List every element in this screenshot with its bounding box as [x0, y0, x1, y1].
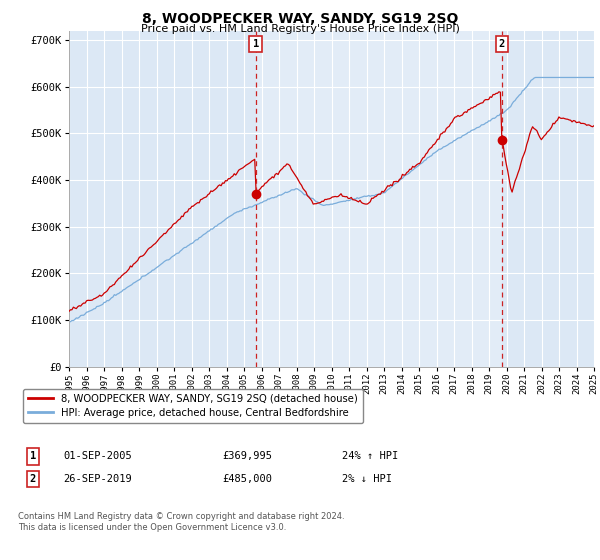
- Text: £369,995: £369,995: [222, 451, 272, 461]
- Text: 24% ↑ HPI: 24% ↑ HPI: [342, 451, 398, 461]
- Text: 26-SEP-2019: 26-SEP-2019: [63, 474, 132, 484]
- Text: 2% ↓ HPI: 2% ↓ HPI: [342, 474, 392, 484]
- Text: 1: 1: [253, 39, 259, 49]
- Text: Contains HM Land Registry data © Crown copyright and database right 2024.
This d: Contains HM Land Registry data © Crown c…: [18, 512, 344, 532]
- Text: 2: 2: [499, 39, 505, 49]
- Text: 01-SEP-2005: 01-SEP-2005: [63, 451, 132, 461]
- Text: 1: 1: [30, 451, 36, 461]
- Text: 8, WOODPECKER WAY, SANDY, SG19 2SQ: 8, WOODPECKER WAY, SANDY, SG19 2SQ: [142, 12, 458, 26]
- Bar: [256, 31, 502, 367]
- Text: Price paid vs. HM Land Registry's House Price Index (HPI): Price paid vs. HM Land Registry's House …: [140, 24, 460, 34]
- Text: £485,000: £485,000: [222, 474, 272, 484]
- Legend: 8, WOODPECKER WAY, SANDY, SG19 2SQ (detached house), HPI: Average price, detache: 8, WOODPECKER WAY, SANDY, SG19 2SQ (deta…: [23, 389, 363, 423]
- Text: 2: 2: [30, 474, 36, 484]
